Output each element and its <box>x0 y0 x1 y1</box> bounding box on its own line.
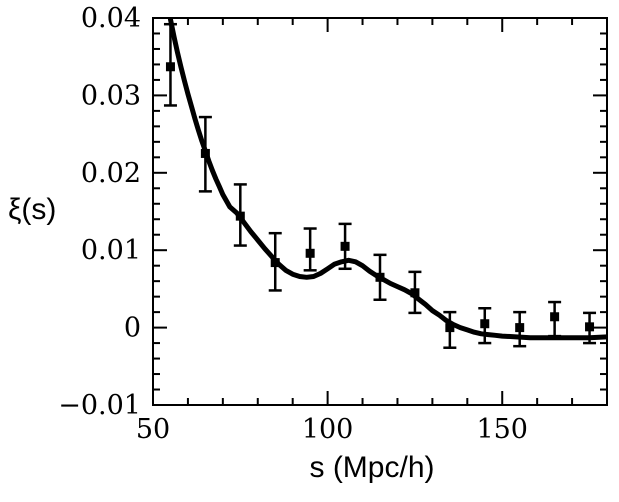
y-axis-label: ξ(s) <box>8 193 56 226</box>
data-point <box>443 310 457 349</box>
data-point <box>548 300 562 338</box>
data-point <box>583 311 597 345</box>
y-tick-label: 0.02 <box>81 158 141 189</box>
tick-labels: 50 100 150 −0.01 0 0.01 0.02 0.03 0.04 <box>58 3 528 445</box>
square-marker <box>165 62 175 72</box>
square-marker <box>445 323 455 333</box>
square-marker <box>410 288 420 298</box>
data-point <box>478 307 492 345</box>
model-curve-layer <box>167 18 607 341</box>
y-tick-label: 0.03 <box>81 80 141 111</box>
square-marker <box>235 211 245 221</box>
axis-ticks <box>153 18 607 405</box>
y-tick-label: −0.01 <box>58 390 141 421</box>
x-axis-label: s (Mpc/h) <box>309 451 434 484</box>
data-point <box>513 310 527 348</box>
square-marker <box>480 319 490 329</box>
data-point <box>163 22 177 107</box>
y-tick-label: 0 <box>124 313 141 344</box>
square-marker <box>585 322 595 332</box>
x-tick-label: 100 <box>302 414 354 445</box>
data-point <box>338 222 352 271</box>
square-marker <box>270 258 280 268</box>
square-marker <box>200 148 210 158</box>
plot-frame <box>152 17 608 406</box>
data-point <box>408 270 422 315</box>
data-point <box>233 183 247 247</box>
square-marker <box>515 323 525 333</box>
data-point <box>198 115 212 193</box>
data-point <box>373 253 387 301</box>
square-marker <box>340 241 350 251</box>
y-tick-label: 0.01 <box>81 235 141 266</box>
model-curve <box>167 18 607 341</box>
data-point <box>303 227 317 272</box>
square-marker <box>550 312 560 322</box>
y-tick-label: 0.04 <box>81 3 141 34</box>
x-tick-label: 150 <box>476 414 528 445</box>
data-points-layer <box>163 22 597 349</box>
x-tick-label: 50 <box>136 414 170 445</box>
data-point <box>268 231 282 292</box>
square-marker <box>375 272 385 282</box>
square-marker <box>305 248 315 258</box>
